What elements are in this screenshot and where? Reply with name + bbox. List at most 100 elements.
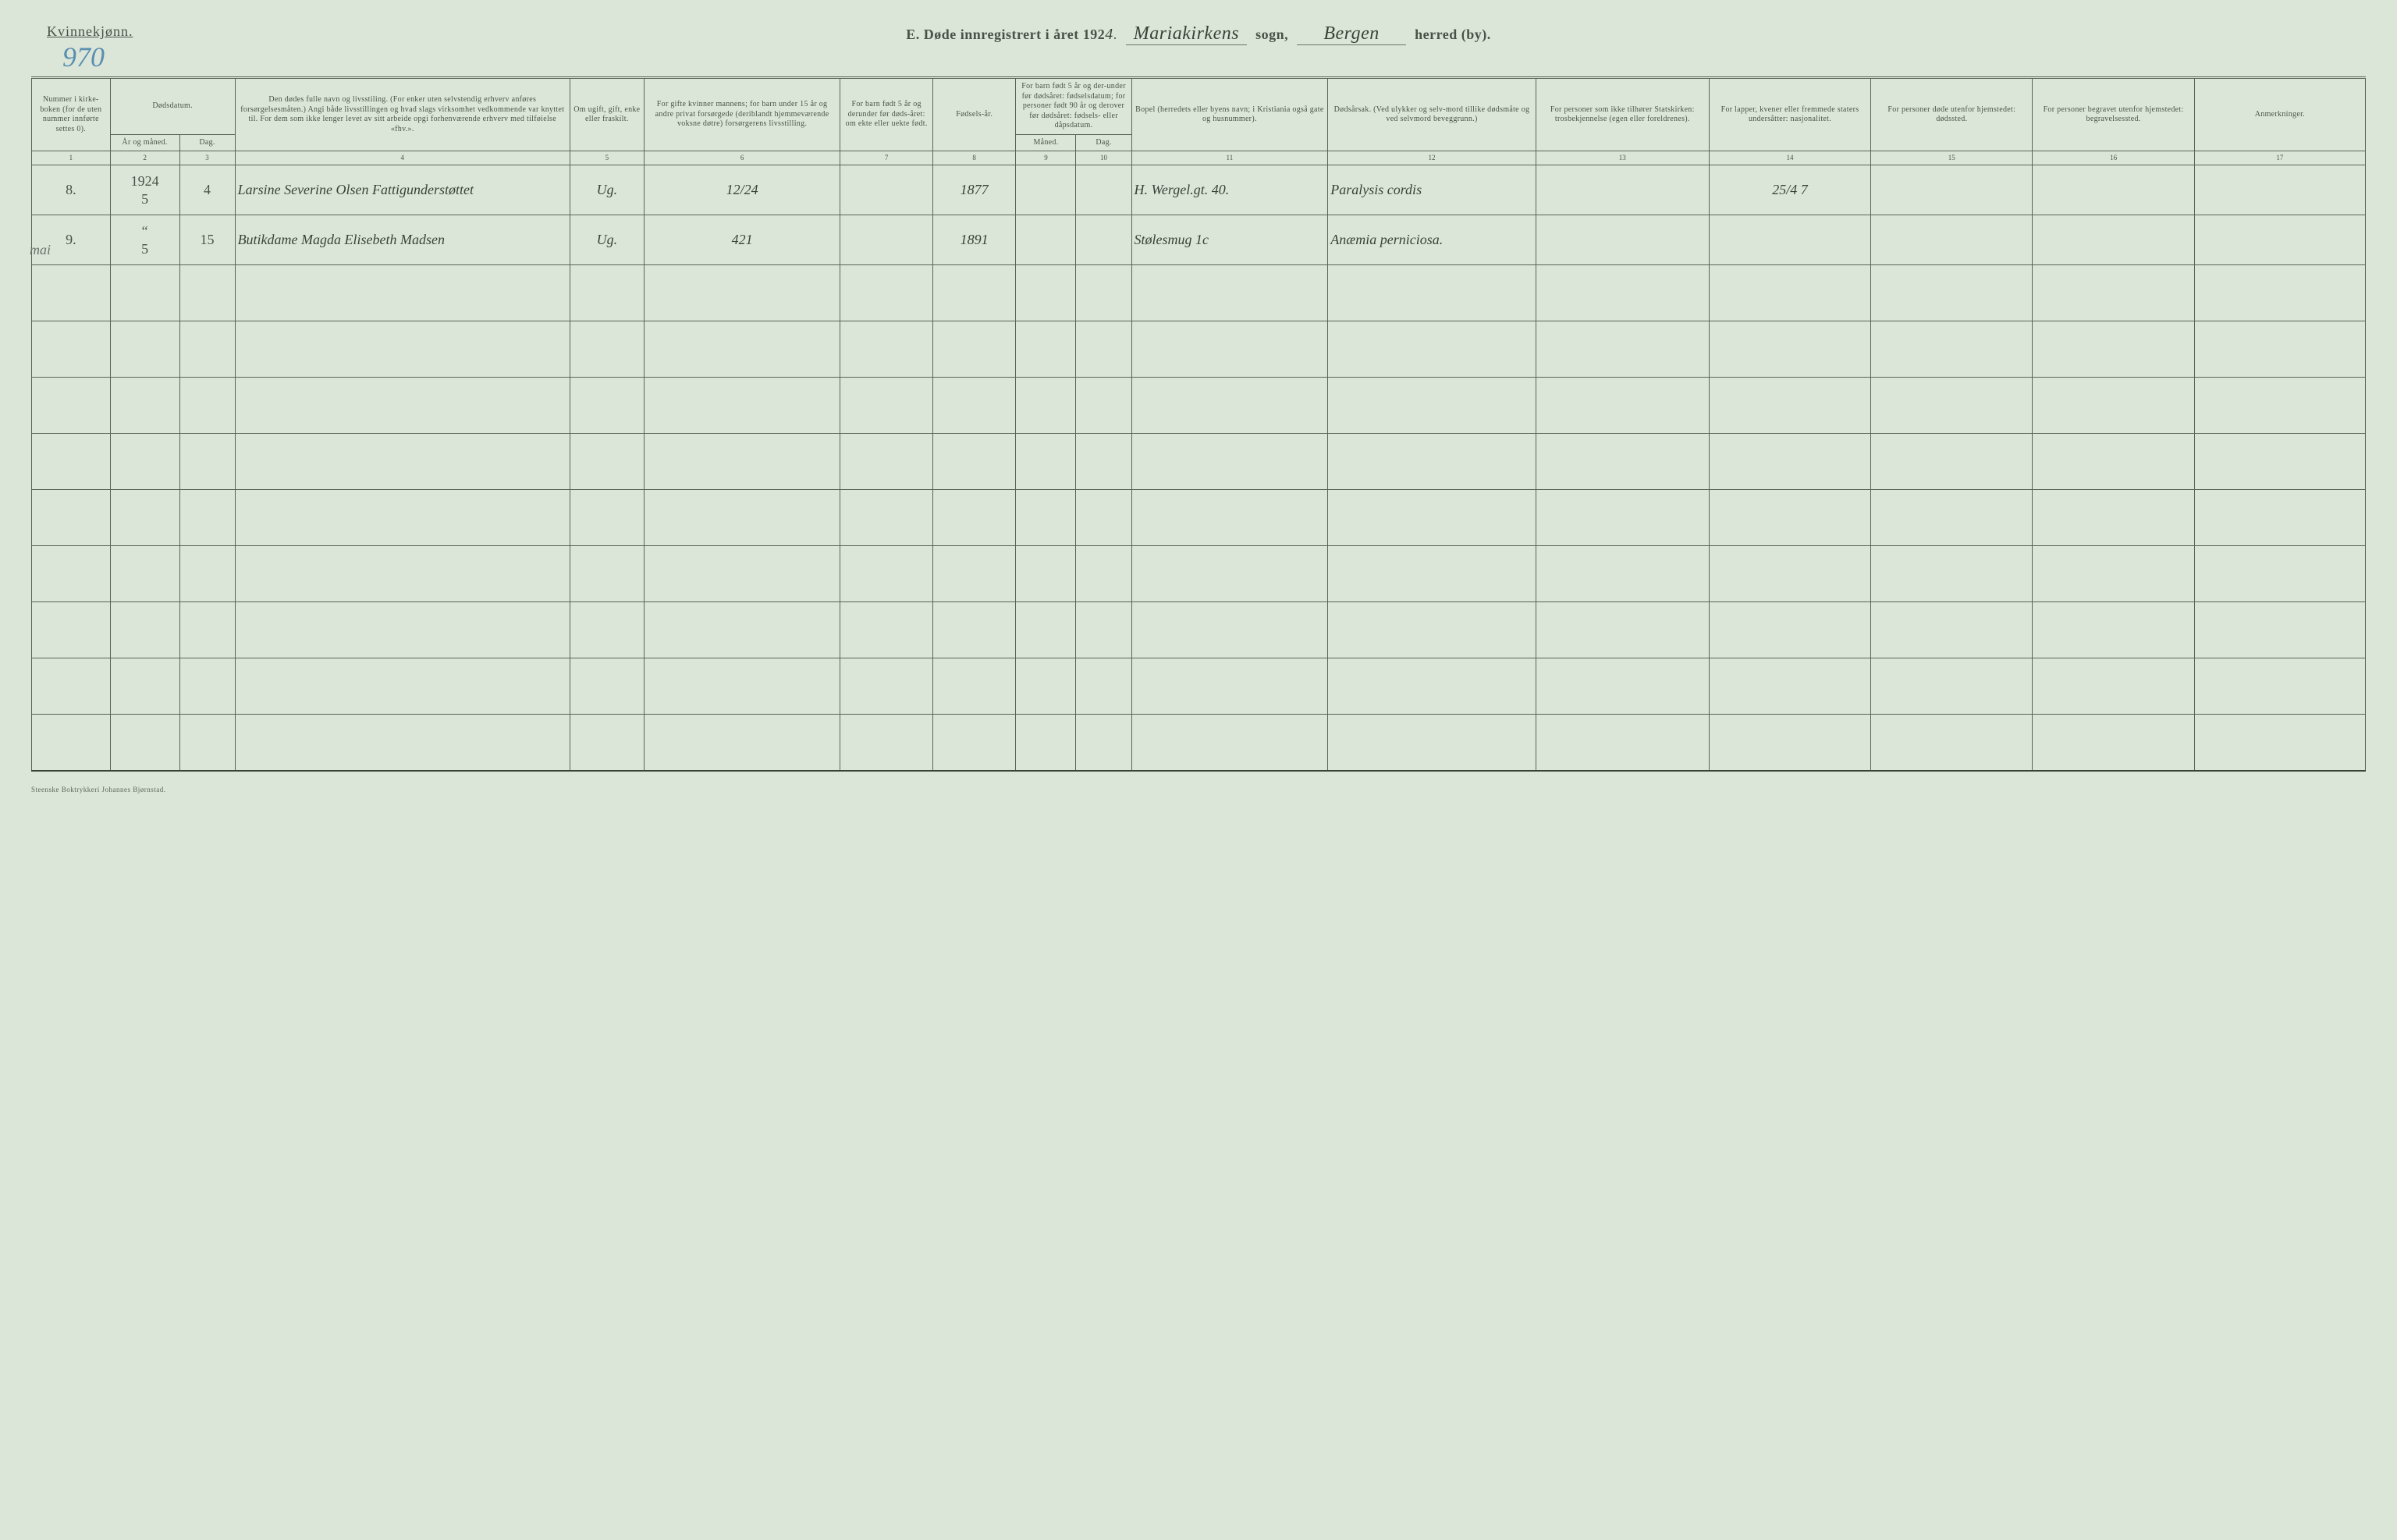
cell	[179, 602, 235, 658]
col-header: Dødsdatum.	[110, 78, 235, 135]
col-header: For barn født 5 år og der-under før døds…	[1016, 78, 1131, 135]
table-row	[32, 490, 2366, 546]
cell	[2033, 434, 2194, 490]
cell	[110, 378, 179, 434]
cell	[932, 658, 1016, 715]
cell	[644, 490, 840, 546]
cell	[1536, 602, 1709, 658]
cell	[1536, 321, 1709, 378]
table-row	[32, 265, 2366, 321]
cell	[2194, 546, 2365, 602]
cell	[570, 434, 644, 490]
cell	[1536, 658, 1709, 715]
cell	[1016, 602, 1076, 658]
col-subheader: Dag.	[179, 134, 235, 151]
cell: 421	[644, 215, 840, 265]
printer-footer: Steenske Boktrykkeri Johannes Bjørnstad.	[31, 786, 2366, 793]
cell: Butikdame Magda Elisebeth Madsen	[235, 215, 570, 265]
cell	[1076, 715, 1131, 771]
title-prefix: Døde innregistrert i året 192	[924, 27, 1105, 42]
col-header: Nummer i kirke-boken (for de uten nummer…	[32, 78, 111, 151]
cell	[1328, 715, 1536, 771]
column-number: 8	[932, 151, 1016, 165]
page-header: Kvinnekjønn. 970 E. Døde innregistrert i…	[31, 23, 2366, 45]
cell	[1871, 434, 2033, 490]
cell	[1131, 434, 1328, 490]
cell	[32, 546, 111, 602]
cell	[1328, 490, 1536, 546]
column-number: 1	[32, 151, 111, 165]
cell	[32, 715, 111, 771]
cell	[1709, 658, 1870, 715]
cell	[932, 602, 1016, 658]
cell	[1016, 165, 1076, 215]
cell	[2033, 215, 2194, 265]
cell	[644, 658, 840, 715]
col-subheader: Dag.	[1076, 134, 1131, 151]
cell: 8.	[32, 165, 111, 215]
cell	[644, 434, 840, 490]
column-number: 5	[570, 151, 644, 165]
cell	[179, 265, 235, 321]
cell	[1709, 490, 1870, 546]
cell	[644, 378, 840, 434]
cell: “ 5	[110, 215, 179, 265]
column-number: 2	[110, 151, 179, 165]
col-header: For personer som ikke tilhører Statskirk…	[1536, 78, 1709, 151]
cell	[840, 321, 932, 378]
year-suffix: 4	[1105, 26, 1113, 43]
cell	[179, 546, 235, 602]
cell	[1131, 490, 1328, 546]
cell	[1016, 434, 1076, 490]
cell	[235, 658, 570, 715]
margin-note: mai	[30, 242, 51, 258]
column-number: 11	[1131, 151, 1328, 165]
cell: 1877	[932, 165, 1016, 215]
cell	[840, 434, 932, 490]
cell	[1131, 602, 1328, 658]
cell	[235, 715, 570, 771]
cell	[840, 546, 932, 602]
column-number-row: 1234567891011121314151617	[32, 151, 2366, 165]
cell	[644, 265, 840, 321]
cell: 12/24	[644, 165, 840, 215]
table-row	[32, 378, 2366, 434]
table-row: 8.1924 54Larsine Severine Olsen Fattigun…	[32, 165, 2366, 215]
cell	[110, 490, 179, 546]
cell	[932, 546, 1016, 602]
cell	[840, 490, 932, 546]
cell	[1709, 215, 1870, 265]
column-number: 12	[1328, 151, 1536, 165]
cell	[235, 265, 570, 321]
cell	[1871, 215, 2033, 265]
cell	[932, 265, 1016, 321]
table-body: 8.1924 54Larsine Severine Olsen Fattigun…	[32, 165, 2366, 771]
column-number: 10	[1076, 151, 1131, 165]
table-row	[32, 546, 2366, 602]
cell	[235, 546, 570, 602]
cell	[1709, 546, 1870, 602]
cell	[1536, 715, 1709, 771]
cell	[570, 715, 644, 771]
cell	[570, 602, 644, 658]
cell	[235, 378, 570, 434]
cell	[32, 658, 111, 715]
cell	[1709, 321, 1870, 378]
cell	[32, 602, 111, 658]
ledger-table: Nummer i kirke-boken (for de uten nummer…	[31, 76, 2366, 772]
table-row	[32, 321, 2366, 378]
cell	[1871, 165, 2033, 215]
table-row	[32, 602, 2366, 658]
cell	[1131, 265, 1328, 321]
cell: 15	[179, 215, 235, 265]
col-header: For personer begravet utenfor hjemstedet…	[2033, 78, 2194, 151]
cell	[110, 265, 179, 321]
cell	[570, 265, 644, 321]
cell	[1016, 265, 1076, 321]
col-header: For personer døde utenfor hjemstedet: dø…	[1871, 78, 2033, 151]
cell	[2033, 602, 2194, 658]
col-header: Anmerkninger.	[2194, 78, 2365, 151]
cell	[840, 378, 932, 434]
cell	[1871, 546, 2033, 602]
cell: Paralysis cordis	[1328, 165, 1536, 215]
